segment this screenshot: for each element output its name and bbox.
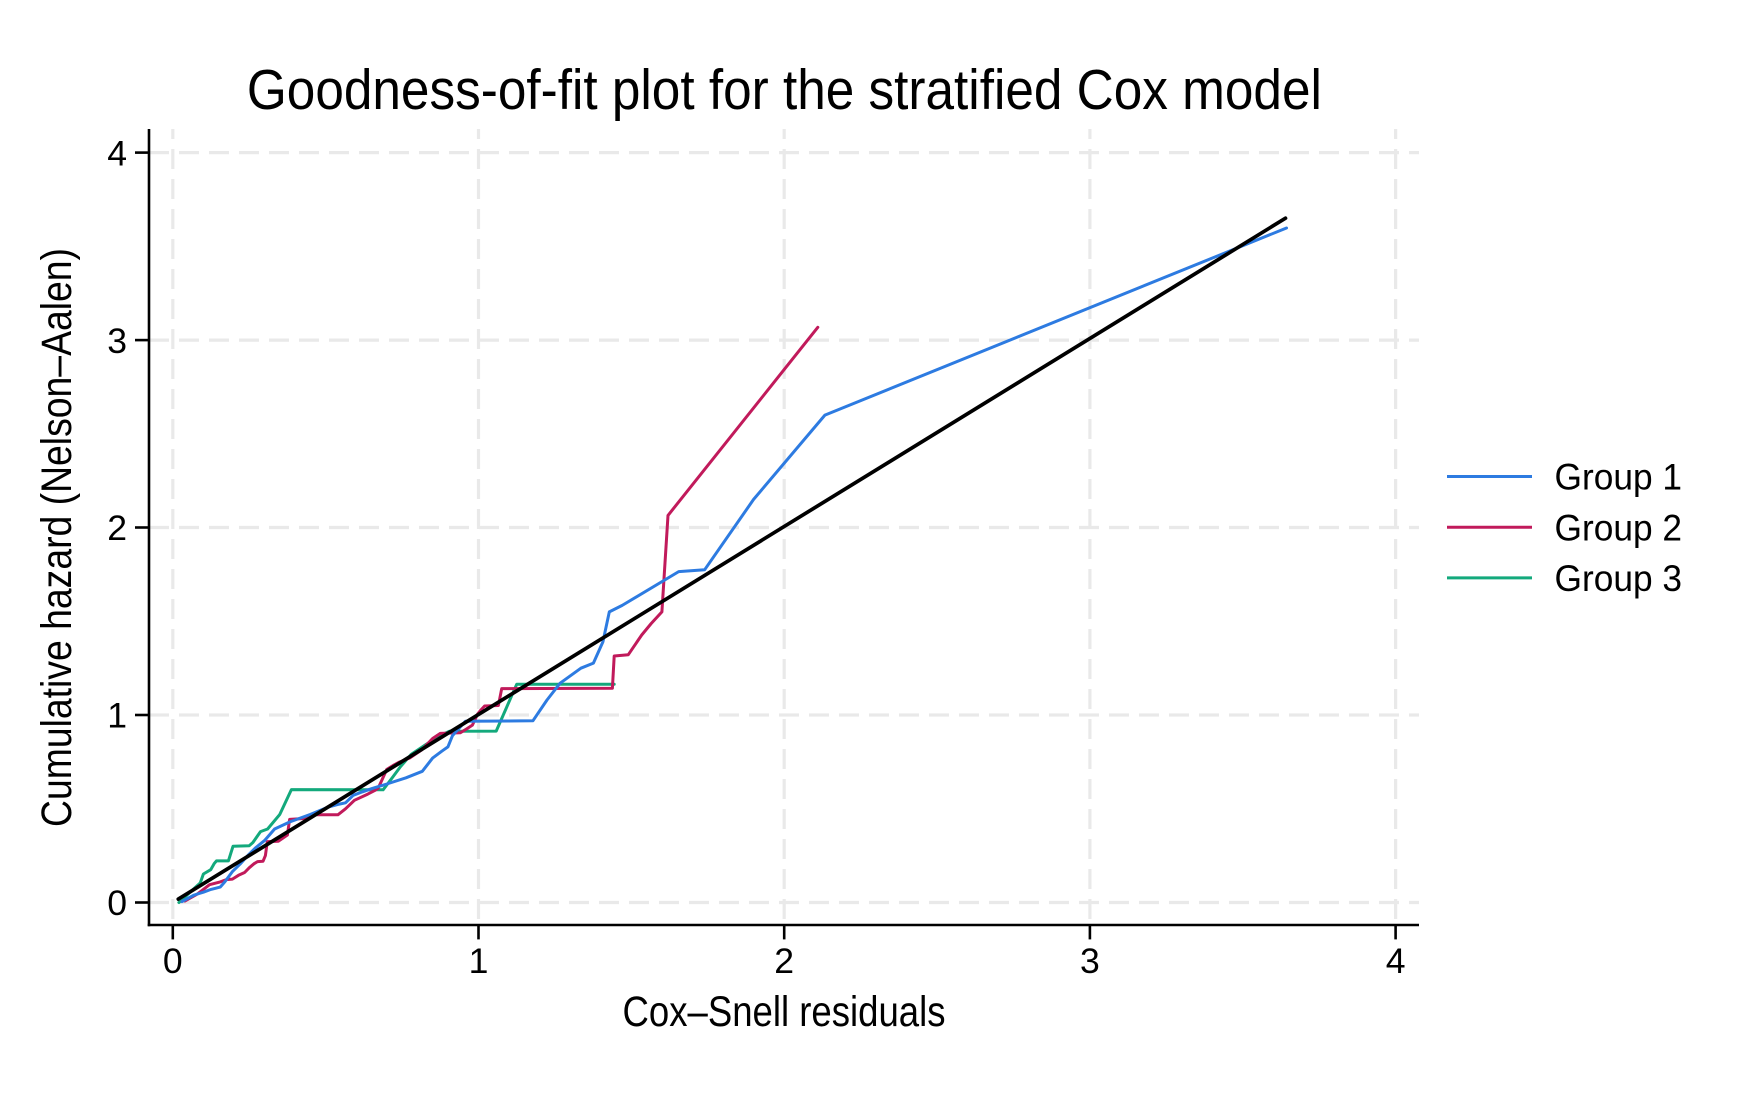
svg-text:1: 1 — [469, 941, 489, 981]
svg-text:3: 3 — [107, 321, 127, 361]
svg-text:Group 3: Group 3 — [1555, 557, 1683, 599]
svg-text:Cox–Snell residuals: Cox–Snell residuals — [623, 988, 946, 1036]
svg-text:3: 3 — [1080, 941, 1100, 981]
svg-text:1: 1 — [107, 696, 127, 736]
svg-text:2: 2 — [774, 941, 794, 981]
svg-text:Goodness-of-fit plot for the s: Goodness-of-fit plot for the stratified … — [247, 59, 1322, 122]
svg-text:2: 2 — [107, 508, 127, 548]
svg-text:4: 4 — [107, 133, 127, 173]
svg-text:4: 4 — [1386, 941, 1406, 981]
svg-text:Group 2: Group 2 — [1555, 506, 1683, 548]
svg-text:Cumulative hazard (Nelson–Aale: Cumulative hazard (Nelson–Aalen) — [33, 248, 80, 827]
svg-text:Group 1: Group 1 — [1555, 456, 1683, 498]
svg-text:0: 0 — [163, 941, 183, 981]
svg-text:0: 0 — [107, 883, 127, 923]
